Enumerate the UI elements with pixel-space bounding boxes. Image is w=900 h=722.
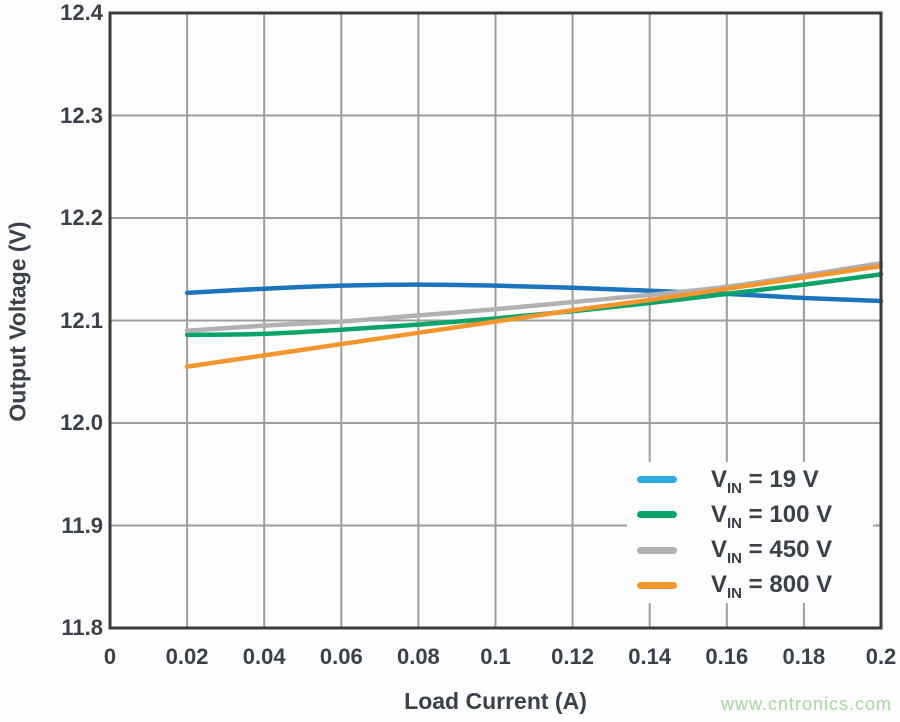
legend-label-vin-450: VIN = 450 V	[711, 536, 833, 567]
x-tick-label: 0.06	[319, 644, 363, 669]
watermark-link[interactable]: www.cntronics.com	[720, 694, 892, 714]
legend-label-vin-100: VIN = 100 V	[711, 500, 833, 532]
legend-swatch-vin-450	[637, 546, 677, 554]
legend-label-vin-19: VIN = 19 V	[711, 465, 819, 497]
legend-item-vin-800: VIN = 800 V	[627, 568, 873, 603]
x-axis-title: Load Current (A)	[404, 688, 587, 714]
legend-label-vin-800: VIN = 800 V	[711, 571, 833, 603]
y-tick-label: 12.1	[60, 307, 103, 333]
x-tick-label: 0.12	[551, 644, 595, 669]
x-tick-label: 0.04	[242, 644, 286, 669]
x-tick-label: 0.16	[705, 644, 749, 669]
y-tick-label: 12.3	[60, 102, 103, 128]
plot-frame	[108, 11, 883, 630]
y-tick-label: 12.4	[60, 0, 103, 25]
legend-item-vin-100: VIN = 100 V	[627, 497, 873, 532]
legend-item-vin-19: VIN = 19 V	[627, 462, 873, 497]
y-tick-label: 12.0	[60, 410, 103, 435]
x-tick-label: 0	[103, 644, 117, 669]
series-line-800v	[184, 263, 884, 369]
x-tick-label: 0.08	[396, 644, 440, 669]
x-tick-label: 0.1	[480, 644, 511, 669]
legend-swatch-vin-19	[637, 476, 677, 484]
legend-swatch-vin-800	[637, 581, 677, 589]
y-tick-label: 12.2	[60, 205, 103, 230]
x-tick-label: 0.2	[865, 644, 897, 669]
x-tick-label: 0.18	[782, 644, 826, 669]
x-tick-label: 0.14	[628, 644, 672, 669]
legend-item-vin-450: VIN = 450 V	[627, 533, 873, 568]
x-axis-tick-labels: 0 0.02 0.04 0.06 0.08 0.1 0.12 0.14 0.16 0.18 0.2	[0, 644, 900, 674]
y-tick-label: 11.8	[61, 615, 103, 640]
legend: VIN = 19 V VIN = 100 V VIN = 450 V VIN =…	[627, 462, 873, 603]
y-tick-label: 11.9	[61, 512, 103, 538]
x-tick-label: 0.02	[165, 644, 209, 669]
legend-swatch-vin-100	[637, 511, 677, 519]
series-line-19v	[184, 282, 884, 304]
y-axis-title: Output Voltage (V)	[4, 221, 31, 422]
